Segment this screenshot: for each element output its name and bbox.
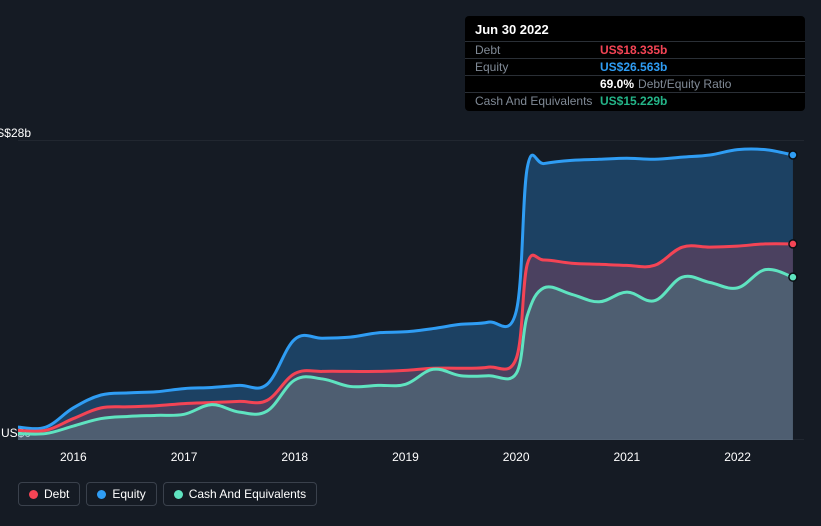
x-tick: 2022 [724, 450, 751, 464]
legend-label: Cash And Equivalents [189, 487, 306, 501]
legend-item[interactable]: Cash And Equivalents [163, 482, 317, 506]
legend-dot-icon [174, 490, 183, 499]
x-tick: 2018 [281, 450, 308, 464]
legend-label: Debt [44, 487, 69, 501]
tooltip-suffix: Debt/Equity Ratio [638, 77, 731, 91]
legend-label: Equity [112, 487, 145, 501]
tooltip-value: US$26.563b [600, 60, 667, 74]
tooltip-label: Equity [475, 60, 600, 74]
y-tick-max: US$28b [0, 126, 31, 140]
hover-marker-icon [789, 273, 797, 281]
tooltip-date: Jun 30 2022 [465, 16, 805, 41]
hover-marker-icon [789, 240, 797, 248]
tooltip-value: US$18.335b [600, 43, 667, 57]
tooltip-label: Debt [475, 43, 600, 57]
x-tick: 2021 [614, 450, 641, 464]
chart-plot[interactable] [18, 140, 804, 440]
tooltip-value: US$15.229b [600, 94, 667, 108]
legend-item[interactable]: Debt [18, 482, 80, 506]
legend-item[interactable]: Equity [86, 482, 156, 506]
x-tick: 2017 [171, 450, 198, 464]
x-tick: 2019 [392, 450, 419, 464]
x-tick: 2020 [503, 450, 530, 464]
legend-dot-icon [29, 490, 38, 499]
tooltip-row: EquityUS$26.563b [465, 58, 805, 75]
legend-dot-icon [97, 490, 106, 499]
x-tick: 2016 [60, 450, 87, 464]
hover-marker-icon [789, 151, 797, 159]
tooltip-row: DebtUS$18.335b [465, 41, 805, 58]
tooltip-row: Cash And EquivalentsUS$15.229b [465, 92, 805, 109]
legend: Debt Equity Cash And Equivalents [18, 482, 317, 506]
hover-tooltip: Jun 30 2022 DebtUS$18.335bEquityUS$26.56… [465, 16, 805, 111]
tooltip-value: 69.0% [600, 77, 634, 91]
tooltip-row: 69.0% Debt/Equity Ratio [465, 75, 805, 92]
tooltip-label: Cash And Equivalents [475, 94, 600, 108]
